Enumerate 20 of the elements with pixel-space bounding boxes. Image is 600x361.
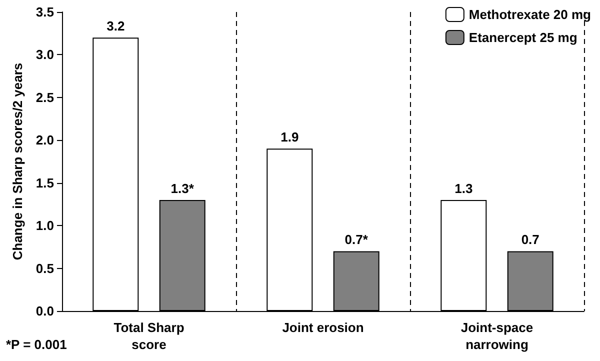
y-tick-label: 0.5 <box>36 260 54 276</box>
y-tick-label: 2.5 <box>36 90 54 105</box>
x-tick-label: Joint erosion <box>282 320 364 335</box>
legend-label: Etanercept 25 mg <box>468 30 578 45</box>
y-tick-label: 0.0 <box>36 304 54 318</box>
data-label: 1.3 <box>454 180 473 196</box>
data-label: 0.7 <box>521 232 540 248</box>
text: *P = 0.001 <box>6 337 67 352</box>
data-label: 1.9 <box>280 130 299 145</box>
y-tick-label: 1.0 <box>36 218 54 234</box>
y-axis-title: Change in Sharp scores/2 years <box>10 62 25 260</box>
data-label: 1.3* <box>170 180 195 196</box>
x-tick-label: Joint-space narrowing <box>460 320 534 352</box>
y-tick-label: 1.5 <box>36 175 54 190</box>
y-tick-label: 3.5 <box>36 4 54 20</box>
y-tick-label: 3.0 <box>36 47 54 62</box>
y-tick-label: 2.0 <box>36 132 54 148</box>
x-tick-label: Total Sharp score <box>114 320 184 352</box>
data-label: 0.7* <box>344 232 369 248</box>
data-label: 3.2 <box>106 18 125 34</box>
